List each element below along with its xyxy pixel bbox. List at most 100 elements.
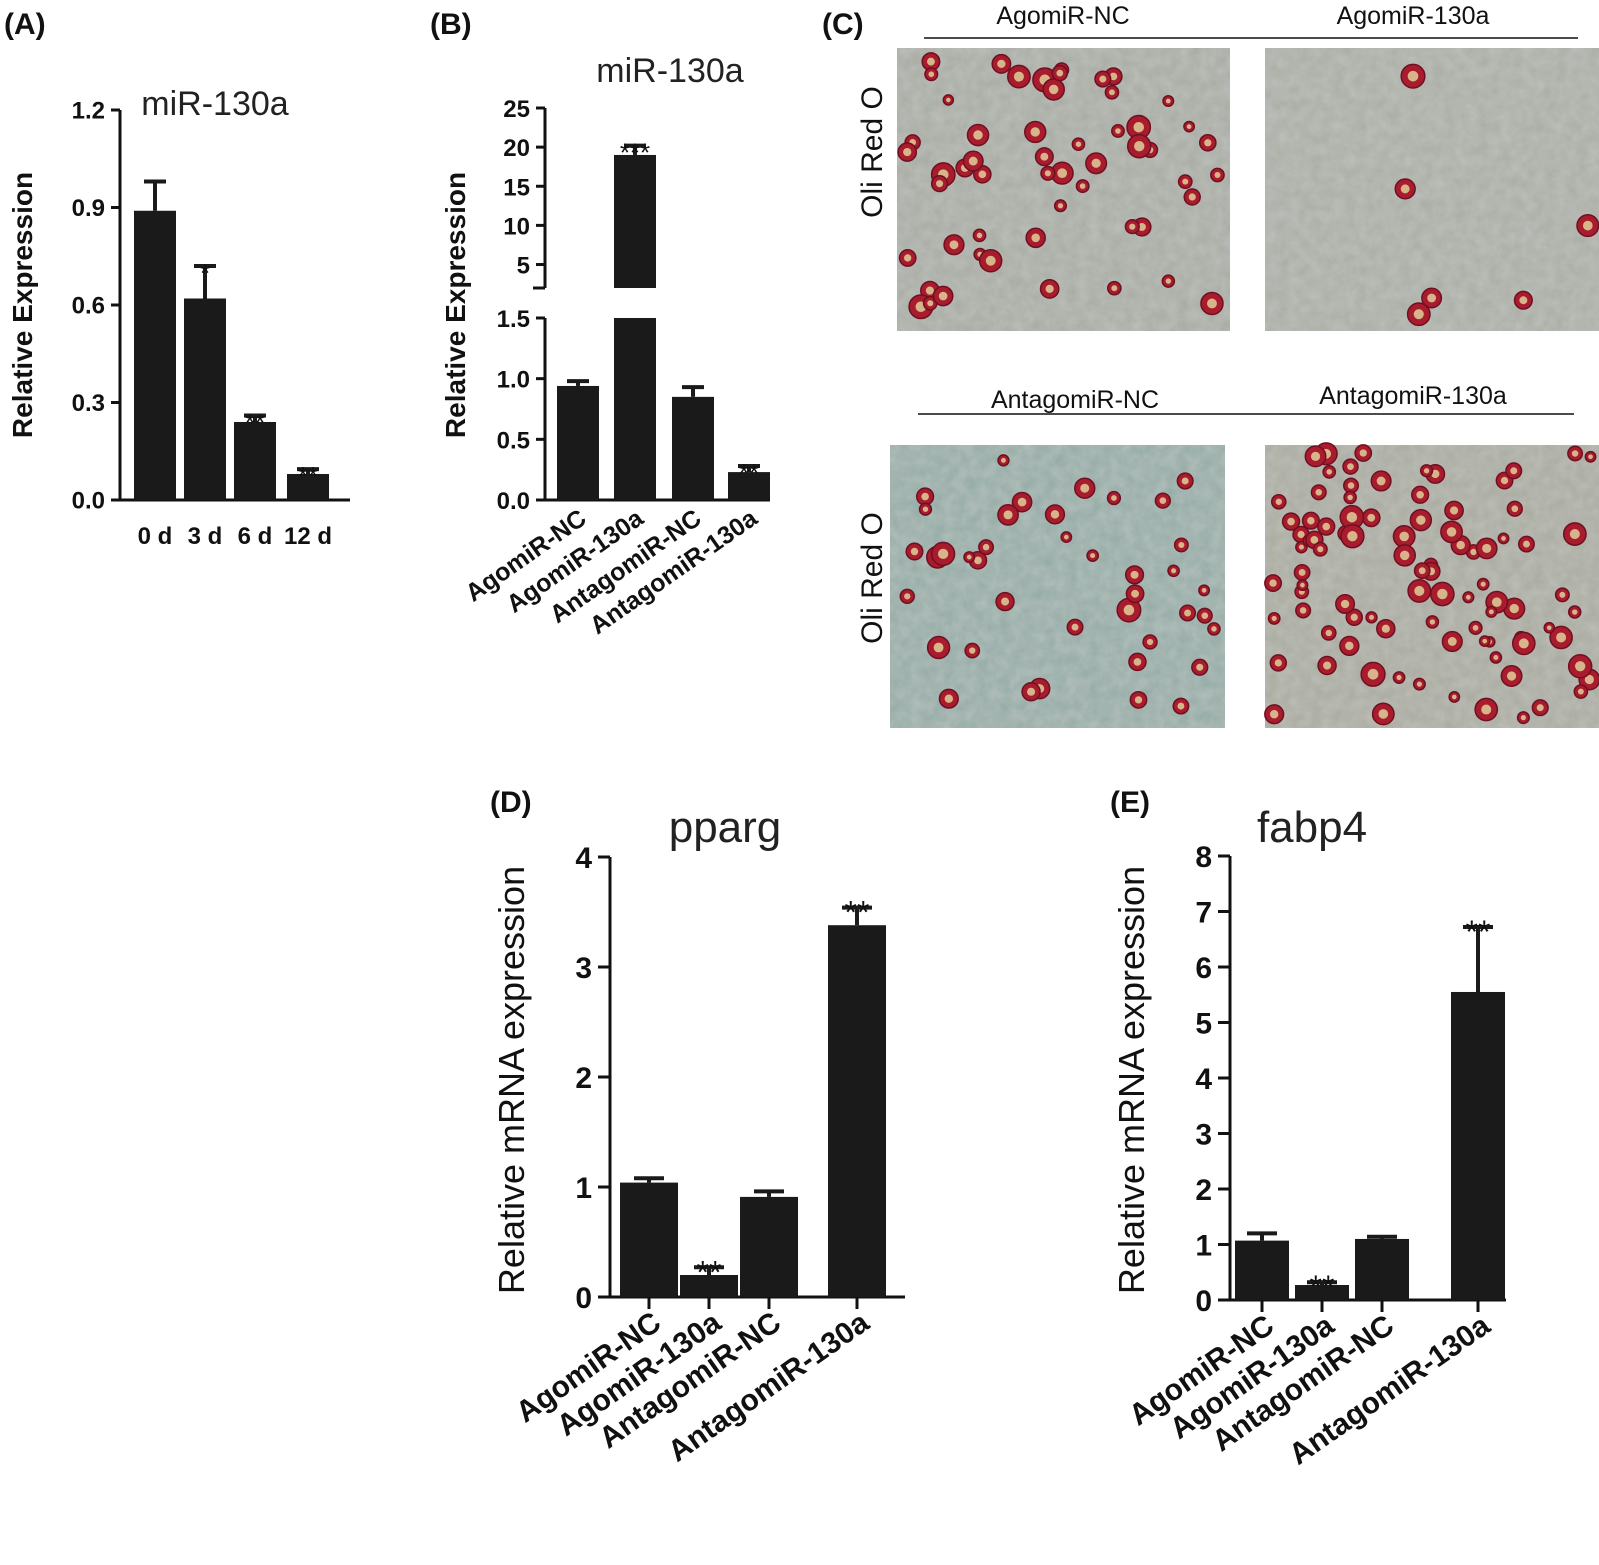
chart-d: pparg Relative mRNA expression 01234Agom… — [491, 803, 905, 1469]
micrograph-antagomir-nc — [890, 445, 1225, 728]
micrograph-texture — [1265, 48, 1599, 331]
lipid-droplet-core — [1130, 570, 1139, 579]
lipid-droplet-core — [1399, 550, 1410, 561]
lipid-droplet-core — [1057, 203, 1064, 209]
bar — [728, 472, 770, 500]
lipid-droplet-core — [1359, 449, 1367, 457]
lipid-droplet-core — [1470, 548, 1477, 556]
y-tick-label: 6 — [1195, 952, 1212, 985]
lipid-droplet-core — [1027, 687, 1036, 696]
bar — [234, 422, 276, 500]
lipid-droplet-core — [1465, 594, 1471, 600]
lipid-droplet-core — [1556, 632, 1567, 643]
lipid-droplet-core — [1109, 72, 1118, 81]
y-tick-label: 1 — [575, 1172, 592, 1205]
chart-a-ylabel: Relative Expression — [7, 172, 38, 438]
lipid-droplet-core — [1416, 491, 1424, 499]
chart-b-ylabel: Relative Expression — [440, 172, 471, 438]
lipid-droplet-core — [1196, 663, 1204, 671]
y-tick-label: 4 — [1195, 1063, 1212, 1096]
lipid-droplet-core — [1569, 529, 1580, 540]
lipid-droplet-core — [1323, 661, 1332, 670]
oil-red-o-panel: AgomiR-NC AgomiR-130a AntagomiR-NC Antag… — [856, 2, 1599, 728]
lipid-droplet-core — [1165, 98, 1171, 104]
panel-label-d: (D) — [490, 786, 532, 819]
bar — [287, 474, 329, 500]
lipid-droplet-core — [968, 156, 978, 166]
lipid-droplet-core — [1045, 284, 1054, 294]
lipid-droplet-core — [1182, 178, 1189, 185]
lipid-droplet-core — [933, 642, 944, 653]
lipid-droplet-core — [1510, 467, 1518, 475]
chart-b-title: miR-130a — [596, 52, 743, 90]
lipid-droplet-core — [1480, 581, 1486, 587]
lipid-droplet-core — [1001, 457, 1006, 463]
lipid-droplet-core — [1030, 127, 1040, 137]
lipid-droplet-core — [1204, 139, 1212, 147]
y-tick-label: 5 — [1195, 1007, 1212, 1040]
lipid-droplet-core — [976, 232, 983, 239]
lipid-droplet-core — [949, 240, 959, 250]
lipid-droplet-core — [1171, 568, 1177, 574]
lipid-droplet-core — [1111, 285, 1118, 292]
lipid-droplet-core — [1003, 510, 1013, 520]
lipid-droplet-core — [1017, 497, 1027, 507]
lipid-droplet-core — [1418, 567, 1426, 575]
bar — [557, 385, 599, 500]
lipid-droplet-core — [1520, 715, 1527, 721]
stain-label-top: Oli Red O — [856, 86, 889, 218]
lipid-droplet-core — [1326, 469, 1332, 475]
bar-lower-segment — [614, 318, 656, 500]
y-tick-label: 0.9 — [72, 195, 105, 222]
lipid-droplet-core — [1298, 569, 1306, 576]
micro-label-agomir-130a: AgomiR-130a — [1337, 2, 1490, 30]
lipid-droplet-core — [1090, 553, 1096, 559]
micro-label-antagomir-130a: AntagomiR-130a — [1319, 382, 1507, 410]
lipid-droplet-core — [1522, 540, 1530, 548]
lipid-droplet-core — [974, 556, 982, 565]
significance-mark: * — [200, 258, 210, 288]
lipid-droplet-core — [1064, 534, 1069, 540]
y-tick-label: 0.6 — [72, 293, 105, 320]
lipid-droplet-core — [1134, 696, 1143, 704]
micrograph-agomir-nc — [897, 48, 1230, 331]
lipid-droplet-core — [1297, 530, 1305, 539]
panel-label-c: (C) — [822, 8, 864, 41]
chart-e: fabp4 Relative mRNA expression 0 1 2 3 4 5 6 7 8… — [1111, 803, 1506, 1472]
lipid-droplet-core — [1165, 278, 1172, 284]
lipid-droplet-core — [1446, 527, 1457, 537]
lipid-droplet-core — [946, 97, 951, 103]
category-label: 0 d — [138, 523, 173, 550]
lipid-droplet-core — [1146, 638, 1154, 646]
lipid-droplet-core — [1376, 476, 1386, 486]
lipid-droplet-core — [1177, 702, 1185, 710]
lipid-droplet-core — [1400, 184, 1410, 194]
lipid-droplet-core — [1347, 463, 1354, 470]
lipid-droplet-core — [922, 506, 929, 512]
lipid-droplet-core — [1449, 506, 1459, 515]
lipid-droplet-core — [1451, 694, 1457, 700]
y-tick-label: 2 — [1195, 1174, 1212, 1207]
y-tick-label: 1.2 — [72, 98, 105, 125]
lipid-droplet-core — [1577, 688, 1584, 695]
lipid-droplet-core — [1271, 615, 1277, 621]
lipid-droplet-core — [1546, 625, 1552, 631]
lipid-droplet-core — [1437, 588, 1448, 600]
lipid-droplet-core — [1099, 75, 1107, 83]
micrograph-texture — [890, 445, 1225, 728]
chart-a-title: miR-130a — [141, 85, 288, 123]
lipid-droplet-core — [1315, 488, 1323, 496]
lipid-droplet-core — [982, 543, 990, 551]
lipid-droplet-core — [1079, 183, 1086, 189]
chart-e-title: fabp4 — [1257, 803, 1367, 852]
lipid-droplet-core — [1378, 709, 1389, 719]
lipid-droplet-core — [1134, 141, 1145, 152]
lipid-droplet-core — [910, 547, 919, 556]
lipid-droplet-core — [1001, 597, 1010, 606]
y-tick-label: 25 — [503, 96, 530, 123]
lipid-droplet-core — [1181, 477, 1189, 485]
lipid-droplet-core — [1274, 659, 1282, 667]
significance-mark: ** — [697, 1254, 722, 1290]
y-tick-label: 1.0 — [497, 367, 530, 394]
